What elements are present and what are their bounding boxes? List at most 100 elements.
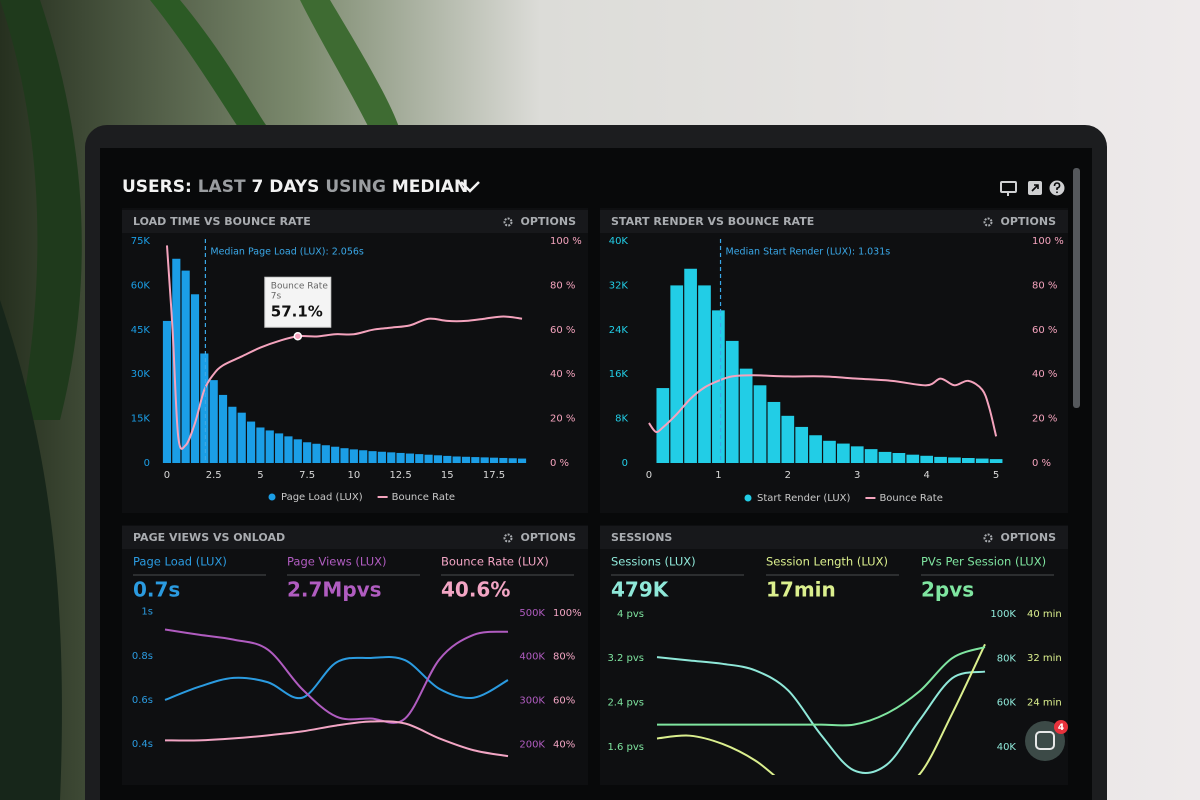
chat-badge[interactable] bbox=[1054, 720, 1068, 734]
help-icon[interactable] bbox=[1049, 180, 1065, 196]
y-tick-label: 40 min bbox=[1027, 609, 1062, 620]
panel bbox=[600, 525, 1068, 785]
options-gear[interactable] bbox=[503, 533, 513, 543]
histogram-bar bbox=[443, 455, 452, 463]
chat-button[interactable]: 4 bbox=[1025, 720, 1068, 761]
series-line bbox=[657, 646, 986, 727]
y-tick-label: 75K bbox=[131, 236, 151, 247]
x-tick-label: 2 bbox=[785, 470, 791, 481]
histogram-bar bbox=[200, 353, 209, 463]
x-tick-label: 15 bbox=[441, 470, 454, 481]
histogram-bar bbox=[405, 453, 414, 463]
y-tick-label: 24 min bbox=[1027, 697, 1062, 708]
y-tick-label: 80% bbox=[553, 652, 575, 663]
x-tick-label: 1 bbox=[715, 470, 721, 481]
histogram-bar bbox=[508, 458, 517, 463]
y-tick-label: 100K bbox=[990, 609, 1016, 620]
histogram-bar bbox=[433, 455, 443, 463]
histogram-bar bbox=[359, 450, 368, 463]
options-button[interactable]: OPTIONS bbox=[1001, 215, 1057, 228]
histogram-bar bbox=[961, 458, 975, 463]
legend-label[interactable]: Bounce Rate bbox=[392, 492, 455, 503]
histogram-bar bbox=[181, 270, 190, 463]
histogram-bar bbox=[795, 426, 809, 463]
chat-icon[interactable] bbox=[1035, 731, 1055, 750]
y-tick-label: 2.4 pvs bbox=[607, 697, 644, 708]
histogram-bar bbox=[415, 454, 424, 463]
series-line bbox=[656, 643, 986, 775]
tooltip-point bbox=[293, 331, 303, 341]
chat-badge-count[interactable]: 4 bbox=[1058, 723, 1064, 733]
y-tick-label: 40K bbox=[997, 742, 1017, 753]
tooltip-box bbox=[264, 276, 332, 328]
histogram-bar bbox=[368, 451, 377, 463]
legend-label[interactable]: Start Render (LUX) bbox=[757, 493, 851, 504]
legend-label[interactable]: Page Load (LUX) bbox=[281, 492, 363, 503]
histogram-bar bbox=[190, 294, 200, 463]
x-tick-label: 0 bbox=[646, 470, 652, 481]
y-tick-label: 32 min bbox=[1027, 653, 1062, 664]
histogram-bar bbox=[387, 452, 396, 463]
share-icon[interactable] bbox=[1028, 181, 1042, 195]
histogram-bar bbox=[906, 454, 920, 463]
histogram-bar bbox=[725, 340, 739, 463]
histogram-bar bbox=[303, 442, 312, 463]
histogram-bar bbox=[480, 457, 489, 463]
histogram-bar bbox=[975, 458, 989, 463]
histogram-bar bbox=[489, 457, 499, 463]
panel-header bbox=[600, 210, 1068, 233]
y-tick-label: 20 % bbox=[1032, 414, 1057, 425]
kpi-value: 0.7s bbox=[133, 578, 180, 602]
histogram-bar bbox=[228, 406, 237, 463]
histogram-bar bbox=[892, 453, 906, 463]
histogram-bar bbox=[461, 456, 471, 463]
histogram-bar bbox=[823, 440, 836, 463]
title-method[interactable]: MEDIAN bbox=[392, 177, 468, 197]
x-tick-label: 4 bbox=[923, 470, 929, 481]
histogram-bar bbox=[256, 427, 265, 463]
options-gear[interactable] bbox=[503, 217, 513, 227]
histogram-bar bbox=[753, 385, 767, 463]
options-button[interactable]: OPTIONS bbox=[521, 531, 577, 544]
histogram-bar bbox=[218, 394, 228, 463]
x-tick-label: 12.5 bbox=[389, 470, 411, 481]
histogram-bar bbox=[312, 443, 321, 463]
y-tick-label: 15K bbox=[131, 414, 151, 425]
histogram-bar bbox=[499, 457, 508, 463]
scrollbar[interactable] bbox=[1073, 168, 1080, 408]
y-tick-label: 1.6 pvs bbox=[607, 742, 644, 753]
options-button[interactable]: OPTIONS bbox=[521, 215, 577, 228]
x-tick-label: 2.5 bbox=[206, 470, 222, 481]
chat-bubble[interactable] bbox=[1025, 721, 1065, 761]
series-line bbox=[656, 656, 986, 774]
y-tick-label: 60K bbox=[997, 698, 1017, 709]
y-tick-label: 0 % bbox=[550, 458, 569, 469]
options-gear[interactable] bbox=[983, 533, 993, 543]
y-tick-label: 200K bbox=[519, 739, 545, 750]
plant-leaf bbox=[300, 0, 400, 130]
histogram-bar bbox=[321, 445, 330, 463]
y-tick-label: 40% bbox=[553, 739, 575, 750]
title-range[interactable]: 7 DAYS bbox=[251, 177, 319, 197]
monitor-icon[interactable] bbox=[1000, 181, 1017, 196]
histogram-bar bbox=[293, 439, 302, 463]
y-tick-label: 8K bbox=[615, 414, 628, 425]
panel-title: LOAD TIME VS BOUNCE RATE bbox=[133, 215, 311, 228]
histogram-bar bbox=[920, 455, 934, 463]
histogram-bar bbox=[162, 320, 172, 463]
dashboard-title: USERS: LAST 7 DAYS USING MEDIAN bbox=[122, 177, 468, 197]
histogram-bar bbox=[471, 457, 480, 463]
histogram-bar bbox=[284, 436, 293, 463]
dropdown-chevron[interactable] bbox=[460, 181, 480, 193]
options-gear[interactable] bbox=[983, 217, 993, 227]
histogram-bar bbox=[340, 448, 349, 463]
histogram-bar bbox=[698, 285, 711, 463]
kpi-value: 2.7Mpvs bbox=[287, 578, 382, 602]
legend-label[interactable]: Bounce Rate bbox=[879, 493, 942, 504]
panel-title: SESSIONS bbox=[611, 531, 672, 544]
options-button[interactable]: OPTIONS bbox=[1001, 531, 1057, 544]
x-tick-label: 0 bbox=[164, 470, 170, 481]
histogram-bar bbox=[948, 457, 961, 463]
histogram-bar bbox=[237, 412, 246, 463]
